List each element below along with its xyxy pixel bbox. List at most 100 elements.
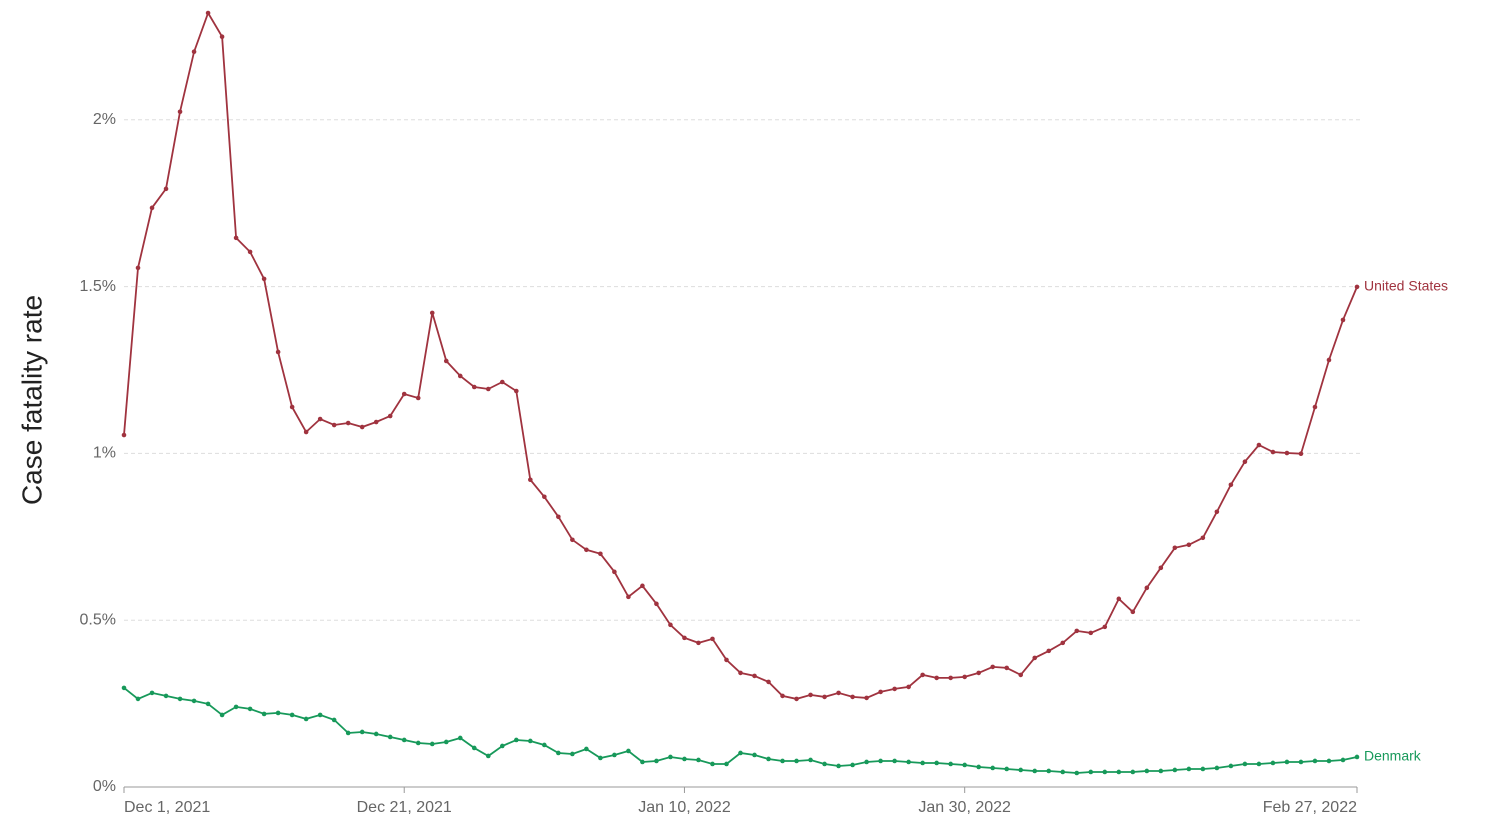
point (443, 358, 449, 364)
point (780, 758, 785, 764)
point (1340, 317, 1346, 323)
point (1354, 754, 1360, 760)
point (710, 636, 715, 642)
point (289, 404, 295, 410)
point (247, 249, 253, 255)
point (485, 753, 491, 759)
point (1102, 769, 1108, 775)
point (696, 757, 701, 763)
point (1298, 451, 1304, 457)
point (934, 675, 939, 681)
point (1158, 565, 1164, 571)
point (668, 622, 673, 628)
point (1018, 672, 1024, 678)
point (261, 276, 267, 282)
point (191, 49, 197, 55)
point (1256, 761, 1262, 767)
point (191, 698, 197, 704)
point (556, 514, 561, 520)
point (345, 730, 351, 736)
point (443, 739, 449, 745)
point (233, 704, 239, 710)
point (668, 754, 673, 760)
point (387, 413, 393, 419)
point (990, 765, 996, 771)
point (471, 745, 477, 751)
point (1214, 765, 1220, 771)
point (471, 384, 477, 390)
point (317, 416, 323, 422)
point (1102, 624, 1108, 630)
point (177, 696, 183, 702)
point (836, 763, 841, 769)
x-tick-label: Dec 1, 2021 (124, 799, 210, 816)
point (976, 670, 981, 676)
y-tick-label: 0.5% (80, 611, 116, 628)
point (1060, 769, 1066, 775)
point (1116, 596, 1122, 602)
point (1284, 759, 1290, 765)
point (1074, 770, 1080, 776)
point (752, 752, 757, 758)
point (920, 672, 925, 678)
point (1032, 655, 1038, 661)
point (598, 755, 603, 761)
point (275, 349, 281, 355)
point (1046, 768, 1052, 774)
point (163, 693, 169, 699)
point (1116, 769, 1122, 775)
point (822, 761, 827, 767)
point (738, 750, 743, 756)
point (962, 674, 967, 680)
point (948, 761, 953, 767)
point (275, 710, 281, 716)
point (654, 601, 659, 607)
point (1270, 449, 1276, 455)
point (401, 737, 407, 743)
point (233, 235, 239, 241)
point (528, 738, 533, 744)
point (948, 675, 953, 681)
point (1200, 766, 1206, 772)
point (345, 420, 351, 426)
point (1200, 535, 1206, 541)
point (570, 751, 575, 757)
point (1158, 768, 1164, 774)
point (542, 742, 547, 748)
point (766, 756, 771, 762)
point (1186, 766, 1192, 772)
point (682, 635, 687, 641)
point (864, 759, 869, 765)
point (696, 640, 701, 646)
point (331, 717, 337, 723)
point (1130, 769, 1136, 775)
point (808, 757, 813, 763)
point (626, 748, 631, 754)
point (794, 696, 799, 702)
point (724, 657, 729, 663)
point (1312, 404, 1318, 410)
point (808, 692, 813, 698)
point (219, 712, 225, 718)
point (359, 729, 365, 735)
point (752, 673, 757, 679)
point (219, 34, 225, 39)
point (1312, 758, 1318, 764)
point (976, 764, 981, 770)
point (1270, 760, 1276, 766)
point (149, 690, 155, 696)
point (878, 689, 883, 695)
y-tick-label: 1.5% (80, 278, 116, 295)
point (415, 740, 421, 746)
point (892, 686, 897, 692)
point (822, 694, 827, 700)
point (1228, 482, 1234, 488)
point (682, 756, 687, 762)
point (934, 760, 939, 766)
point (584, 547, 589, 553)
point (415, 395, 421, 401)
point (1088, 769, 1094, 775)
point (289, 712, 295, 718)
point (163, 186, 169, 192)
point (584, 746, 589, 752)
